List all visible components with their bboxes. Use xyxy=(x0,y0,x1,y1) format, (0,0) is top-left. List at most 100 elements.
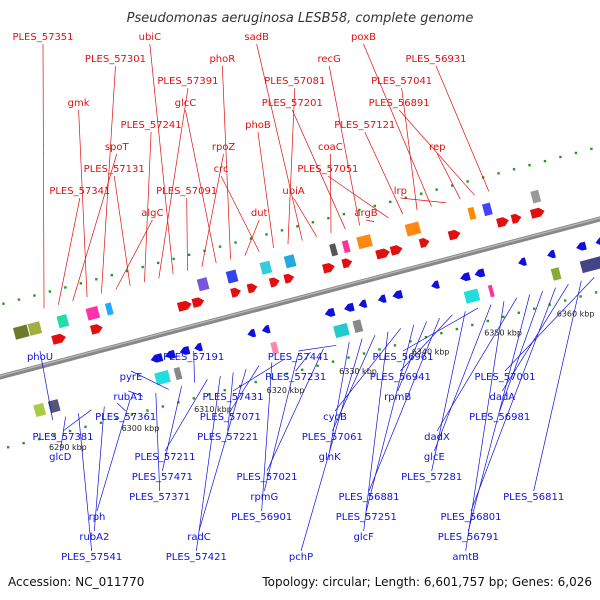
reverse-gene-label: PLES_57541 xyxy=(61,552,122,563)
forward-label-leader xyxy=(436,153,461,200)
forward-gene-arrow xyxy=(375,248,390,260)
gene-labels: PLES_57351 PLES_57341 spoT gmk PLES_57301alg… xyxy=(12,32,564,563)
forward-gene-arrow xyxy=(322,263,335,274)
lower-band-dot xyxy=(130,413,134,416)
forward-label-leader xyxy=(400,197,446,204)
upper-band-dot xyxy=(559,155,562,159)
reverse-gene-label: PLES_57221 xyxy=(197,432,258,443)
forward-label-leader xyxy=(287,87,296,245)
upper-band-dot xyxy=(280,229,284,232)
upper-band-dot xyxy=(296,225,299,228)
reverse-gene-label: amtB xyxy=(452,552,479,563)
reverse-gene-label: PLES_56961 xyxy=(372,352,433,363)
forward-gene-label: PLES_57201 xyxy=(262,98,323,109)
feature-block xyxy=(530,189,542,204)
lower-band-dot xyxy=(37,437,41,441)
feature-block xyxy=(47,399,61,414)
feature-block xyxy=(270,341,280,355)
lower-band-dot xyxy=(331,360,335,363)
reverse-gene-label: PLES_57421 xyxy=(166,552,227,563)
forward-label-leader xyxy=(256,43,303,241)
upper-band-dot xyxy=(327,216,330,220)
forward-label-leader xyxy=(185,109,217,264)
upper-band-dot xyxy=(33,294,36,297)
lower-band-dot xyxy=(362,352,366,355)
reverse-label-leader xyxy=(62,409,92,432)
lower-band-dot xyxy=(409,340,412,343)
upper-band-dot xyxy=(187,253,191,257)
forward-gene-label: crc xyxy=(214,164,229,175)
reverse-gene-label: PLES_57251 xyxy=(336,512,397,523)
feature-block xyxy=(196,277,210,292)
reverse-label-leader xyxy=(368,318,440,492)
forward-gene-label: PLES_57391 xyxy=(157,76,218,87)
feature-block xyxy=(33,402,47,418)
feature-block xyxy=(27,321,43,336)
reverse-gene-label: PLES_57001 xyxy=(474,372,535,383)
feature-block xyxy=(154,370,171,386)
upper-band-dot xyxy=(110,273,113,277)
feature-block xyxy=(173,366,183,381)
reverse-label-leader xyxy=(499,290,543,412)
reverse-gene-label: dadA xyxy=(489,392,515,403)
upper-band-dot xyxy=(404,196,407,199)
reverse-label-leader xyxy=(329,341,350,452)
forward-gene-arrow xyxy=(176,300,192,312)
reverse-gene-label: pyrE xyxy=(120,372,143,383)
map-title: Pseudomonas aeruginosa LESB58, complete … xyxy=(127,11,474,26)
forward-gene-label: lrp xyxy=(394,186,407,197)
forward-label-leader xyxy=(221,65,231,260)
forward-gene-arrow xyxy=(268,277,280,288)
lower-band-dot xyxy=(502,315,505,319)
lower-band-dot xyxy=(378,348,381,351)
feature-block xyxy=(550,267,562,281)
reverse-label-leader xyxy=(130,370,169,390)
forward-label-leader xyxy=(186,197,188,271)
upper-band-dot xyxy=(141,265,144,269)
lower-band-dot xyxy=(285,372,288,376)
forward-gene-label: poxB xyxy=(351,32,376,43)
upper-band-dot xyxy=(156,261,160,265)
forward-gene-label: coaC xyxy=(318,142,343,153)
upper-band-dot xyxy=(79,282,83,285)
forward-gene-label: sadB xyxy=(244,32,269,43)
forward-label-leader xyxy=(257,131,274,249)
reverse-label-leader xyxy=(332,334,376,432)
reverse-gene-arrow xyxy=(576,241,587,251)
forward-gene-label: PLES_57081 xyxy=(264,76,325,87)
lower-band-dot xyxy=(455,327,459,331)
upper-band-dot xyxy=(234,241,237,244)
label-leader-lines xyxy=(39,43,595,552)
reverse-label-leader xyxy=(400,314,453,372)
reverse-label-leader xyxy=(465,301,505,552)
upper-band-dot xyxy=(218,245,222,248)
lower-band-dot xyxy=(533,307,536,310)
reverse-gene-label: PLES_56941 xyxy=(370,372,431,383)
forward-label-leader xyxy=(58,197,81,305)
feature-block xyxy=(104,302,114,316)
reverse-gene-arrow xyxy=(377,294,387,303)
reverse-gene-arrow xyxy=(595,237,600,246)
reverse-label-leader xyxy=(434,304,492,452)
reverse-gene-label: PLES_57191 xyxy=(163,352,224,363)
reverse-label-leader xyxy=(96,399,131,512)
upper-band-dot xyxy=(311,221,315,224)
upper-band-dot xyxy=(203,249,206,252)
topology-summary: Topology: circular; Length: 6,601,757 bp… xyxy=(261,575,592,589)
forward-gene-arrow xyxy=(496,217,509,228)
lower-band-dot xyxy=(269,376,273,380)
reverse-gene-label: PLES_57361 xyxy=(95,412,156,423)
reverse-label-leader xyxy=(431,311,466,472)
forward-label-leader xyxy=(365,219,375,222)
reverse-gene-label: phoU xyxy=(27,352,53,363)
forward-gene-arrow xyxy=(191,297,205,308)
forward-label-leader xyxy=(101,65,116,294)
feature-block xyxy=(487,284,495,298)
kbp-tick-label: 6330 kbp xyxy=(339,367,377,376)
reverse-gene-label: PLES_57371 xyxy=(129,492,190,503)
forward-label-leader xyxy=(363,43,432,207)
reverse-label-leader xyxy=(470,287,556,512)
upper-band-dot xyxy=(466,180,469,183)
forward-gene-label: PLES_56931 xyxy=(405,54,466,65)
reverse-label-leader xyxy=(502,284,569,392)
